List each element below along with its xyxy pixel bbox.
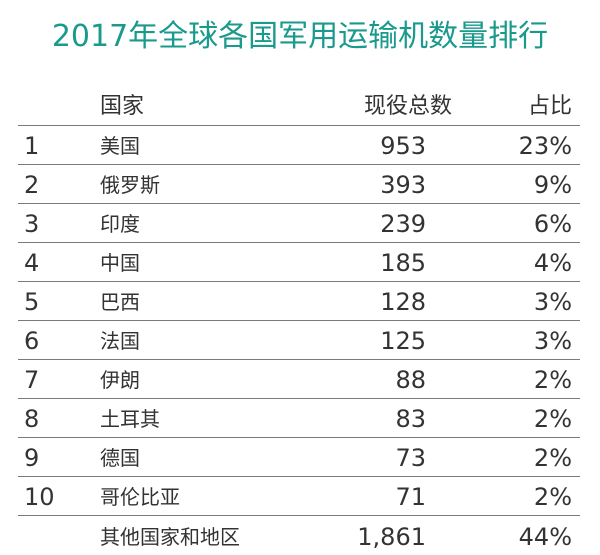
rank-cell: 4 <box>24 249 40 277</box>
table-row: 9 德国 73 2% <box>18 438 580 477</box>
table-row: 6 法国 125 3% <box>18 321 580 360</box>
table-row: 5 巴西 128 3% <box>18 282 580 321</box>
country-cell: 哥伦比亚 <box>100 485 180 509</box>
total-cell: 239 <box>380 210 426 238</box>
total-cell: 1,861 <box>357 523 426 551</box>
table-row: 1 美国 953 23% <box>18 126 580 165</box>
ranking-table: 国家 现役总数 占比 1 美国 953 23% 2 俄罗斯 393 9% 3 印度 239 6% 4 中国… <box>18 82 580 555</box>
total-cell: 73 <box>395 444 426 472</box>
country-cell: 美国 <box>100 134 140 158</box>
country-cell: 法国 <box>100 329 140 353</box>
total-cell: 185 <box>380 249 426 277</box>
share-cell: 2% <box>533 405 572 433</box>
rank-cell: 7 <box>24 366 40 394</box>
table-row: 4 中国 185 4% <box>18 243 580 282</box>
share-cell: 44% <box>518 523 572 551</box>
rank-cell: 1 <box>24 132 40 160</box>
table-body: 1 美国 953 23% 2 俄罗斯 393 9% 3 印度 239 6% 4 中国 185 4% 5 巴西 128… <box>18 126 580 555</box>
country-cell: 中国 <box>100 251 140 275</box>
rank-cell: 9 <box>24 444 40 472</box>
share-cell: 2% <box>533 444 572 472</box>
total-cell: 83 <box>395 405 426 433</box>
share-cell: 3% <box>533 327 572 355</box>
rank-cell: 6 <box>24 327 40 355</box>
table-header: 国家 现役总数 占比 <box>18 82 580 126</box>
rank-cell: 8 <box>24 405 40 433</box>
share-cell: 4% <box>533 249 572 277</box>
rank-cell: 3 <box>24 210 40 238</box>
rank-cell: 2 <box>24 171 40 199</box>
country-cell: 土耳其 <box>100 407 160 431</box>
header-total: 现役总数 <box>363 94 452 119</box>
country-cell: 伊朗 <box>100 368 140 392</box>
header-share: 占比 <box>527 94 572 119</box>
table-row: 3 印度 239 6% <box>18 204 580 243</box>
country-cell: 巴西 <box>100 290 140 314</box>
country-cell: 德国 <box>100 446 140 470</box>
total-cell: 953 <box>380 132 426 160</box>
share-cell: 2% <box>533 483 572 511</box>
table-row: 2 俄罗斯 393 9% <box>18 165 580 204</box>
total-cell: 128 <box>380 288 426 316</box>
table-row: 10 哥伦比亚 71 2% <box>18 477 580 516</box>
table-row: 其他国家和地区 1,861 44% <box>18 516 580 555</box>
total-cell: 125 <box>380 327 426 355</box>
share-cell: 9% <box>533 171 572 199</box>
share-cell: 3% <box>533 288 572 316</box>
table-row: 8 土耳其 83 2% <box>18 399 580 438</box>
table-row: 7 伊朗 88 2% <box>18 360 580 399</box>
rank-cell: 10 <box>24 483 55 511</box>
country-cell: 其他国家和地区 <box>100 525 240 549</box>
country-cell: 俄罗斯 <box>100 173 160 197</box>
share-cell: 2% <box>533 366 572 394</box>
chart-title: 2017年全球各国军用运输机数量排行 <box>51 19 549 54</box>
share-cell: 6% <box>533 210 572 238</box>
header-country: 国家 <box>100 94 145 119</box>
rank-cell: 5 <box>24 288 40 316</box>
total-cell: 71 <box>395 483 426 511</box>
total-cell: 88 <box>395 366 426 394</box>
share-cell: 23% <box>518 132 572 160</box>
country-cell: 印度 <box>100 212 140 236</box>
total-cell: 393 <box>380 171 426 199</box>
